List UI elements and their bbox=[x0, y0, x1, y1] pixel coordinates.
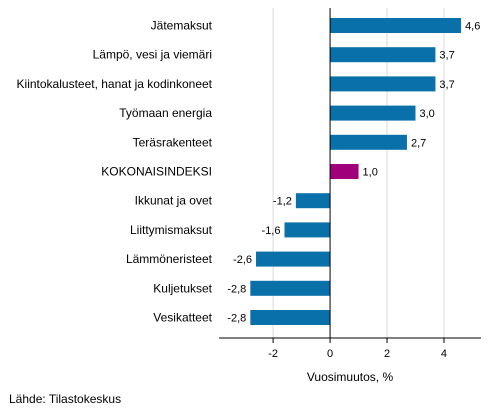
bar bbox=[330, 105, 416, 121]
value-labels: 4,6 3,7 3,7 3,0 2,7 1,0 -1,2 -1,6 -2,6 -2,8 -2,8 bbox=[227, 21, 480, 325]
category-label: Ikkunat ja ovet bbox=[135, 194, 213, 208]
bar bbox=[330, 76, 436, 92]
category-label: Kiintokalusteet, hanat ja kodinkoneet bbox=[17, 77, 213, 91]
bar bbox=[284, 222, 331, 238]
category-label: KOKONAISINDEKSI bbox=[101, 165, 212, 179]
category-label: Kuljetukset bbox=[153, 281, 212, 295]
value-label: -1,6 bbox=[262, 225, 281, 237]
axes bbox=[219, 8, 481, 343]
x-tick-label: 0 bbox=[327, 348, 333, 360]
value-label: 3,7 bbox=[439, 79, 454, 91]
category-label: Vesikatteet bbox=[153, 311, 212, 325]
bar bbox=[330, 164, 359, 179]
value-label: -1,2 bbox=[273, 196, 292, 208]
category-label: Lämpö, vesi ja viemäri bbox=[93, 48, 212, 62]
category-label: Teräsrakenteet bbox=[133, 135, 213, 149]
category-label: Työmaan energia bbox=[119, 106, 212, 120]
category-label: Liittymismaksut bbox=[130, 223, 213, 237]
bar bbox=[295, 193, 331, 209]
value-label: 4,6 bbox=[465, 21, 480, 33]
source-note: Lähde: Tilastokeskus bbox=[9, 392, 122, 406]
value-label: -2,8 bbox=[227, 283, 246, 295]
x-tick-labels: -2 0 2 4 bbox=[268, 348, 447, 360]
x-axis-title: Vuosimuutos, % bbox=[307, 370, 394, 384]
value-label: 3,0 bbox=[420, 108, 435, 120]
bar bbox=[256, 251, 331, 267]
value-label: -2,6 bbox=[233, 254, 252, 266]
value-label: 3,7 bbox=[439, 50, 454, 62]
bar bbox=[330, 134, 407, 150]
bar bbox=[250, 280, 331, 296]
value-label: 2,7 bbox=[411, 137, 426, 149]
x-tick-label: 4 bbox=[441, 348, 447, 360]
category-label: Jätemaksut bbox=[151, 19, 213, 33]
category-labels: Jätemaksut Lämpö, vesi ja viemäri Kiintoka… bbox=[17, 19, 213, 325]
x-tick-label: -2 bbox=[268, 348, 278, 360]
bar bbox=[250, 310, 331, 325]
bar bbox=[330, 18, 462, 33]
value-label: 1,0 bbox=[363, 167, 378, 179]
value-label: -2,8 bbox=[227, 313, 246, 325]
bar bbox=[330, 47, 436, 63]
bars bbox=[250, 18, 462, 325]
category-label: Lämmöneristeet bbox=[126, 252, 213, 266]
x-tick-label: 2 bbox=[384, 348, 390, 360]
